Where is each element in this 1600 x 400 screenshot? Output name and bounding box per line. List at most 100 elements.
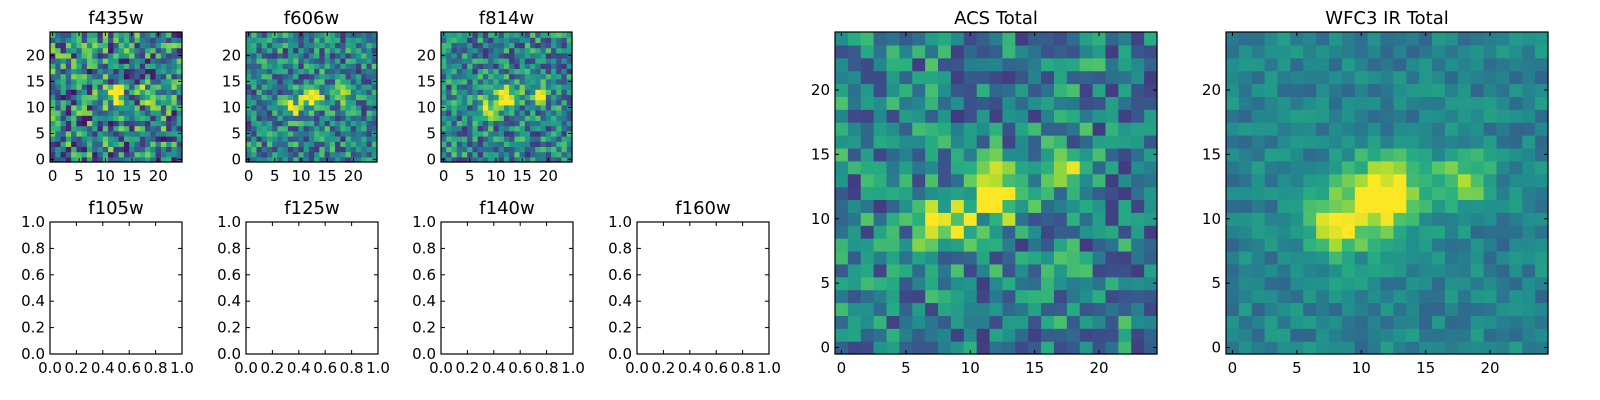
heatmap-cell (1457, 135, 1472, 149)
heatmap-cell (134, 84, 141, 90)
heatmap-cell (345, 110, 352, 116)
y-tick-label: 1.0 (21, 213, 45, 231)
heatmap-cell (256, 32, 263, 38)
heatmap-cell (340, 115, 347, 121)
heatmap-cell (1079, 135, 1094, 149)
heatmap-cell (886, 109, 900, 123)
heatmap-cell (556, 58, 563, 64)
heatmap-cell (1380, 147, 1395, 162)
y-tick-label: 0 (35, 150, 45, 168)
heatmap-cell (1118, 32, 1132, 46)
heatmap-cell (256, 136, 263, 142)
heatmap-cell (899, 250, 913, 265)
heatmap-cell (1066, 341, 1081, 355)
heatmap-cell (1277, 276, 1291, 291)
heatmap-cell (561, 37, 568, 43)
heatmap-cell (97, 68, 104, 75)
heatmap-cell (446, 104, 453, 111)
heatmap-cell (519, 94, 526, 101)
heatmap-cell (371, 32, 378, 38)
heatmap-cell (1226, 135, 1240, 149)
heatmap-cell (847, 147, 862, 162)
heatmap-cell (1053, 83, 1068, 97)
heatmap-cell (1092, 225, 1107, 239)
heatmap-cell (345, 141, 352, 147)
heatmap-cell (1354, 302, 1369, 316)
heatmap-cell (514, 52, 521, 59)
heatmap-cell (319, 130, 326, 137)
heatmap-cell (1522, 122, 1536, 136)
heatmap-cell (139, 99, 146, 106)
heatmap-cell (566, 99, 573, 106)
heatmap-cell (303, 104, 310, 111)
heatmap-cell (535, 156, 542, 163)
heatmap-cell (963, 225, 978, 239)
heatmap-cell (314, 89, 320, 95)
heatmap-cell (1264, 173, 1279, 188)
heatmap-cell (340, 73, 347, 80)
heatmap-cell (566, 146, 573, 153)
heatmap-cell (86, 89, 93, 95)
heatmap-cell (160, 151, 167, 158)
heatmap-cell (1028, 315, 1042, 329)
x-tick-label: 5 (74, 167, 84, 185)
heatmap-cell (118, 99, 125, 106)
heatmap-cell (139, 84, 146, 90)
heatmap-cell (1015, 160, 1029, 175)
heatmap-cell (55, 136, 62, 142)
heatmap-cell (1079, 173, 1094, 188)
heatmap-cell (108, 120, 114, 127)
heatmap-cell (314, 37, 320, 43)
heatmap-cell (171, 68, 178, 75)
heatmap-cell (145, 120, 151, 127)
heatmap-cell (1444, 276, 1459, 291)
heatmap-cell (1470, 328, 1485, 342)
y-tick-label: 0 (820, 339, 830, 357)
heatmap-cell (134, 115, 141, 121)
heatmap-cell (835, 57, 849, 72)
heatmap-cell (446, 84, 453, 90)
heatmap-cell (976, 147, 991, 162)
heatmap-cell (446, 110, 453, 116)
heatmap-cell (472, 84, 479, 90)
heatmap-cell (92, 63, 99, 69)
heatmap-cell (1277, 83, 1291, 97)
heatmap-cell (1079, 96, 1094, 110)
heatmap-cell (1144, 109, 1158, 123)
heatmap-cell (118, 120, 125, 127)
heatmap-cell (1131, 147, 1145, 162)
heatmap-cell (472, 130, 479, 137)
heatmap-cell (256, 63, 263, 69)
heatmap-cell (561, 89, 568, 95)
heatmap-cell (551, 68, 557, 75)
y-tick-label: 0.2 (21, 319, 45, 337)
heatmap-cell (166, 141, 173, 147)
heatmap-cell (287, 84, 294, 90)
heatmap-cell (303, 120, 310, 127)
heatmap-cell (261, 37, 268, 43)
heatmap-cell (160, 99, 167, 106)
heatmap-cell (1290, 315, 1304, 329)
heatmap-cell (293, 84, 299, 90)
heatmap-cell (1238, 225, 1253, 239)
heatmap-cell (1444, 341, 1459, 355)
heatmap-cell (65, 130, 72, 137)
heatmap-cell (1393, 315, 1407, 329)
heatmap-cell (1041, 83, 1055, 97)
heatmap-cell (1367, 225, 1382, 239)
heatmap-cell (1406, 122, 1420, 136)
heatmap-cell (86, 130, 93, 137)
heatmap-cell (261, 99, 268, 106)
heatmap-cell (246, 47, 252, 54)
heatmap-cell (1303, 83, 1317, 97)
heatmap-cell (335, 94, 341, 101)
heatmap-cell (1393, 289, 1407, 304)
heatmap-cell (329, 68, 336, 75)
heatmap-cell (92, 125, 99, 132)
heatmap-cell (256, 37, 263, 43)
heatmap-cell (540, 58, 547, 64)
heatmap-cell (366, 78, 373, 85)
heatmap-cell (1290, 109, 1304, 123)
heatmap-cell (509, 52, 515, 59)
heatmap-cell (308, 141, 315, 147)
